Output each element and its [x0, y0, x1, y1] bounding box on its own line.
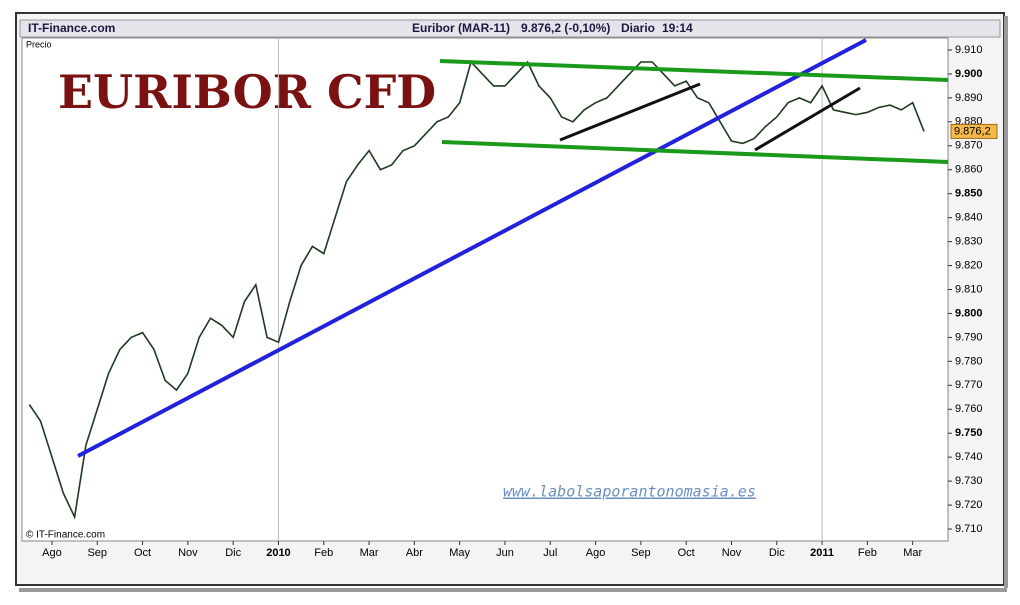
x-tick-label: Nov: [178, 547, 198, 559]
shadow: [1004, 16, 1008, 588]
y-tick-label: 9.910: [955, 44, 983, 56]
y-tick-label: 9.790: [955, 331, 983, 343]
x-tick-label: 2010: [266, 547, 290, 559]
y-tick-label: 9.730: [955, 475, 983, 487]
time: 19:14: [662, 21, 693, 35]
y-tick-label: 9.860: [955, 164, 983, 176]
x-tick-label: Nov: [722, 547, 742, 559]
chart-title: EURIBOR CFD: [58, 65, 436, 119]
x-tick-label: Ago: [586, 547, 606, 559]
y-tick-label: 9.850: [955, 188, 983, 200]
x-tick-label: Feb: [858, 547, 877, 559]
x-tick-label: Jul: [543, 547, 557, 559]
y-tick-label: 9.870: [955, 140, 983, 152]
y-tick-label: 9.740: [955, 451, 983, 463]
x-tick-label: Jun: [496, 547, 514, 559]
last-price: 9.876,2: [954, 125, 991, 137]
price-line: [28, 60, 925, 520]
plot: 9.710 9.720 9.730 9.740 9.750 9.760 9.770 9.780…: [28, 38, 998, 559]
x-tick-label: Mar: [903, 547, 922, 559]
x-tick-label: Feb: [314, 547, 333, 559]
trend-line: [77, 38, 867, 458]
support-line: [754, 86, 861, 152]
y-tick-label: 9.720: [955, 499, 983, 511]
plot-area: [21, 37, 949, 542]
y-tick-label: 9.900: [955, 68, 983, 80]
y-tick-label: 9.800: [955, 307, 983, 319]
y-tick-label: 9.750: [955, 427, 983, 439]
x-tick-label: Dic: [769, 547, 785, 559]
price-label: Precio: [26, 39, 52, 49]
instrument: Euribor (MAR-11): [412, 21, 510, 35]
y-tick-label: 9.710: [955, 523, 983, 535]
y-tick-label: 9.760: [955, 403, 983, 415]
y-tick-label: 9.840: [955, 212, 983, 224]
shadow: [19, 588, 1007, 592]
trend-lines: [77, 38, 949, 458]
y-tick-label: 9.890: [955, 92, 983, 104]
last-price-box: [950, 123, 998, 139]
channel-line: [439, 59, 949, 82]
watermark: www.labolsaporantonomasia.es: [503, 483, 756, 501]
y-tick-label: 9.830: [955, 236, 983, 248]
header-bar: [19, 19, 1001, 38]
y-tick-label: 9.820: [955, 259, 983, 271]
y-tick-label: 9.780: [955, 355, 983, 367]
x-tick-label: Dic: [225, 547, 241, 559]
period: Diario: [621, 21, 655, 35]
copyright: © IT-Finance.com: [26, 530, 105, 541]
x-tick-label: Oct: [134, 547, 151, 559]
x-tick-label: Oct: [678, 547, 695, 559]
site: IT-Finance.com: [28, 21, 115, 35]
x-tick-label: Sep: [631, 547, 651, 559]
support-line: [559, 82, 701, 142]
channel-line: [441, 140, 949, 164]
x-tick-label: Ago: [42, 547, 62, 559]
y-tick-label: 9.770: [955, 379, 983, 391]
x-tick-label: Abr: [406, 547, 423, 559]
x-tick-label: Sep: [87, 547, 107, 559]
x-tick-label: Mar: [360, 547, 379, 559]
y-tick-label: 9.810: [955, 283, 983, 295]
x-tick-label: 2011: [810, 547, 834, 559]
x-tick-label: May: [449, 547, 470, 559]
quote: 9.876,2 (-0,10%): [521, 21, 610, 35]
